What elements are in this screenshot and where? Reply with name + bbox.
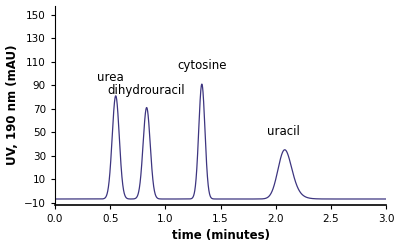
Text: cytosine: cytosine: [177, 59, 226, 72]
Text: uracil: uracil: [267, 125, 300, 138]
Text: dihydrouracil: dihydrouracil: [108, 84, 186, 97]
X-axis label: time (minutes): time (minutes): [172, 229, 270, 243]
Text: urea: urea: [97, 71, 124, 84]
Y-axis label: UV, 190 nm (mAU): UV, 190 nm (mAU): [6, 45, 18, 165]
